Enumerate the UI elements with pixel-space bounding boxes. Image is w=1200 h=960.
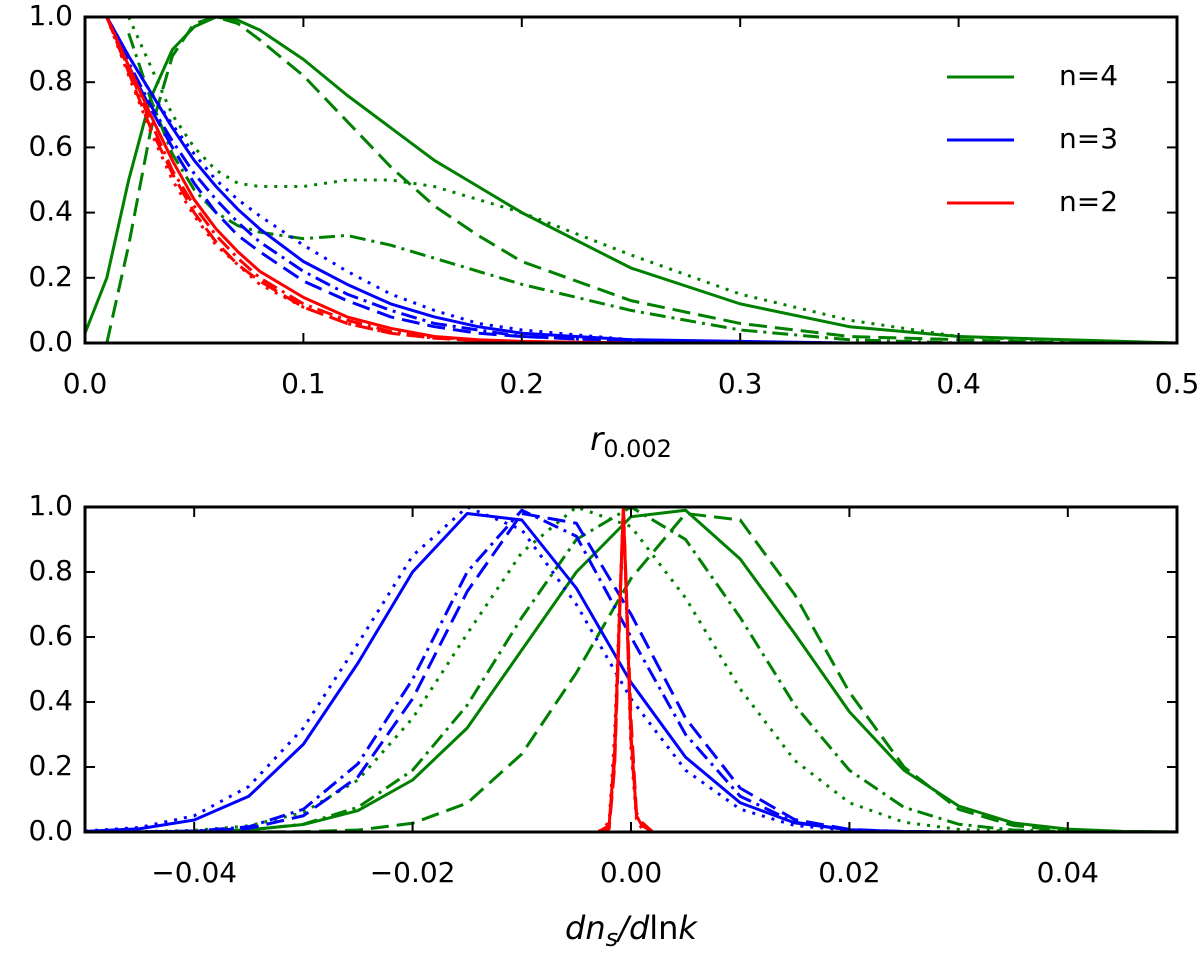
line-series [105, 15, 1177, 343]
line-series [127, 16, 1177, 343]
line-series [85, 508, 1177, 832]
x-axis-label: dns/dlnk [565, 909, 698, 952]
x-axis-label-part: k [678, 909, 698, 947]
line-series [105, 16, 1177, 343]
line-series [85, 508, 1177, 832]
x-axis-label: r0.002 [590, 420, 672, 463]
line-series [85, 505, 1177, 832]
y-tick-label: 0.6 [28, 619, 73, 652]
line-series [85, 512, 1177, 832]
line-series [597, 505, 654, 832]
x-tick-label: 0.2 [500, 367, 545, 400]
line-series [85, 512, 1177, 832]
x-tick-label: 0.3 [718, 367, 763, 400]
y-tick-label: 0.0 [28, 814, 73, 847]
line-series [105, 16, 1177, 343]
x-tick-label: 0.00 [600, 856, 662, 889]
y-tick-label: 0.8 [28, 554, 73, 587]
x-tick-label: 0.02 [818, 856, 880, 889]
x-axis-label-part: r [590, 420, 605, 458]
x-tick-label: 0.4 [936, 367, 981, 400]
y-tick-label: 1.0 [28, 489, 73, 522]
line-series [127, 32, 1177, 343]
x-tick-label: 0.1 [281, 367, 326, 400]
subplot: 0.0 0.1 0.2 0.3 0.4 0.5 0.0 0.2 0.4 0.6 0.8 1.0 r0.0… [28, 0, 1199, 463]
x-axis-label-part: dn [565, 909, 606, 947]
line-series [105, 16, 1177, 343]
x-tick-label: −0.04 [151, 856, 237, 889]
line-series [85, 505, 1177, 832]
legend-label: n=3 [1059, 122, 1118, 155]
y-tick-label: 1.0 [28, 0, 73, 32]
x-axis-label-part: ln [649, 909, 678, 947]
x-tick-label: 0.0 [63, 367, 108, 400]
x-tick-label: −0.02 [370, 856, 456, 889]
x-tick-label: 0.04 [1037, 856, 1099, 889]
axes-frame [83, 15, 1179, 345]
y-tick-label: 0.4 [28, 684, 73, 717]
line-series [85, 512, 1177, 832]
line-series [105, 16, 1177, 343]
subplot: −0.04 −0.02 0.00 0.02 0.04 0.0 0.2 0.4 0.6 0.8 1.0… [28, 489, 1179, 952]
x-axis-label-part: s [606, 924, 619, 952]
line-series [85, 505, 1177, 832]
line-series [105, 16, 1177, 343]
y-tick-label: 0.2 [28, 749, 73, 782]
x-tick-label: 0.5 [1155, 367, 1200, 400]
legend-label: n=4 [1059, 59, 1118, 92]
y-tick-label: 0.0 [28, 325, 73, 358]
line-series [85, 15, 1177, 343]
x-axis-label-part: /d [615, 909, 650, 947]
legend-label: n=2 [1059, 185, 1118, 218]
y-tick-label: 0.2 [28, 260, 73, 293]
line-series [597, 505, 654, 832]
y-tick-label: 0.8 [28, 64, 73, 97]
x-axis-label-part: 0.002 [603, 435, 672, 463]
y-tick-label: 0.4 [28, 195, 73, 228]
line-series [105, 16, 1177, 343]
axes-frame [83, 505, 1179, 834]
y-tick-label: 0.6 [28, 129, 73, 162]
line-series [105, 16, 1177, 343]
line-series [105, 16, 1177, 343]
